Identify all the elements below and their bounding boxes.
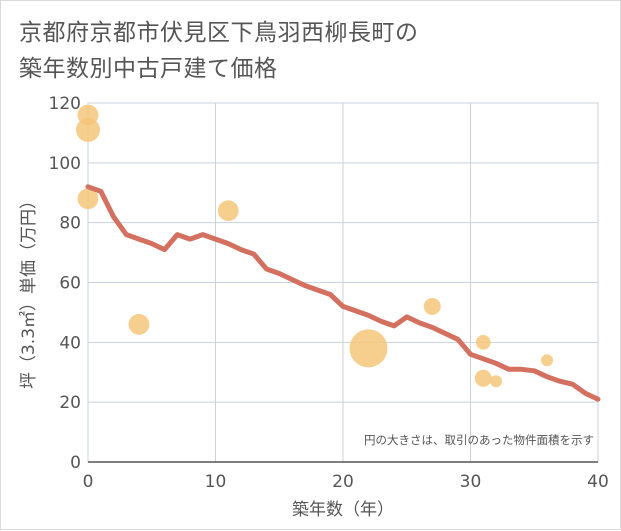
x-tick-label: 30 — [460, 472, 482, 492]
x-tick-label: 20 — [332, 472, 354, 492]
title-line-1: 京都府京都市伏見区下鳥羽西柳長町の — [19, 20, 419, 46]
bubble-point — [541, 354, 553, 367]
y-axis-title: 坪（3.3㎡）単価（万円） — [19, 192, 39, 389]
bubble-point — [475, 334, 491, 350]
bubble-point — [76, 117, 100, 142]
trend-line-series — [85, 184, 601, 402]
bubble-point — [77, 188, 99, 210]
tick-labels: 0 20 40 60 80 100 120 0 10 20 30 40 — [49, 94, 609, 492]
y-tick-label: 120 — [49, 94, 81, 114]
bubble-point — [349, 329, 388, 368]
bubble-point — [217, 200, 239, 222]
axis-titles: 築年数（年） 坪（3.3㎡）単価（万円） 円の大きさは、取引のあった物件面積を示… — [19, 192, 594, 520]
bubble-point — [423, 297, 441, 315]
bubble-size-note: 円の大きさは、取引のあった物件面積を示す — [364, 433, 594, 447]
bubble-point — [474, 369, 492, 387]
plot-frame — [87, 102, 599, 463]
x-axis-title: 築年数（年） — [292, 500, 394, 520]
trend-line — [85, 184, 601, 402]
x-tick-label: 0 — [83, 472, 94, 492]
bubble-point — [128, 313, 150, 335]
y-tick-label: 20 — [59, 393, 81, 413]
grid — [88, 103, 598, 462]
chart-title: 京都府京都市伏見区下鳥羽西柳長町の 築年数別中古戸建て価格 — [19, 15, 599, 87]
y-tick-label: 100 — [49, 154, 81, 174]
title-line-2: 築年数別中古戸建て価格 — [19, 56, 278, 82]
y-tick-label: 40 — [59, 333, 81, 353]
x-tick-label: 40 — [587, 472, 609, 492]
y-tick-label: 0 — [70, 453, 81, 473]
y-tick-label: 60 — [59, 274, 81, 294]
bubble-series — [76, 104, 553, 388]
x-tick-label: 10 — [205, 472, 227, 492]
y-tick-label: 80 — [59, 214, 81, 234]
bubble-point — [490, 375, 502, 388]
